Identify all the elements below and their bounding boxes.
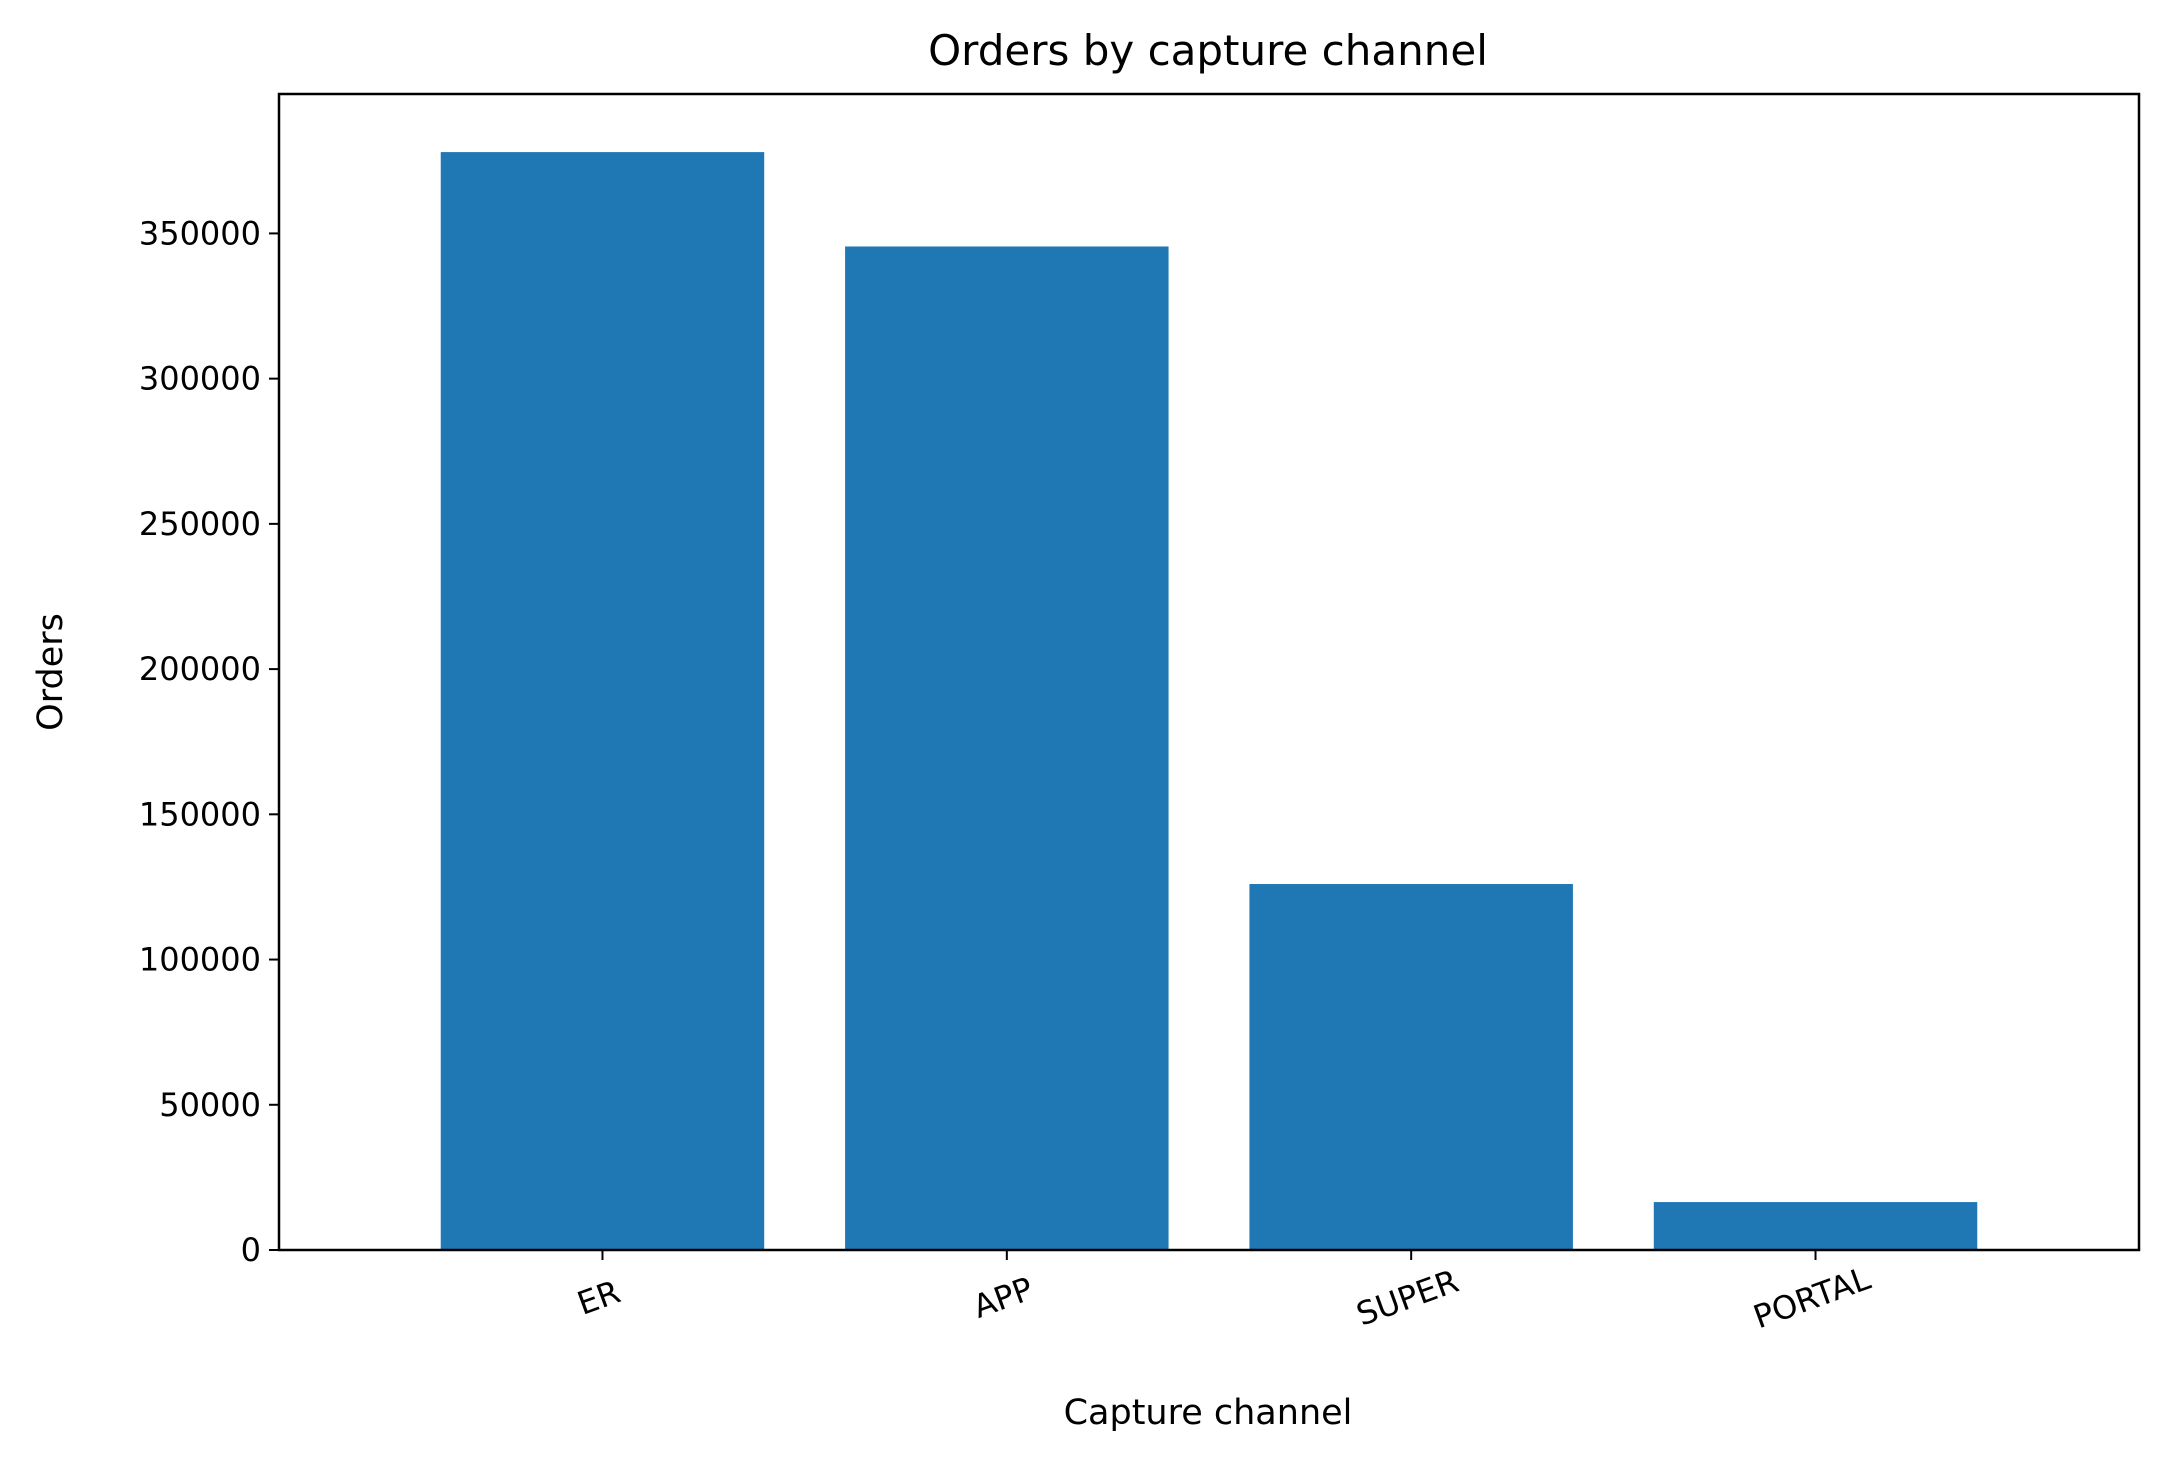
- y-tick-label: 200000: [139, 650, 261, 688]
- bar-portal: [1653, 1202, 1978, 1250]
- bar-super: [1249, 884, 1573, 1250]
- bar-er: [440, 152, 765, 1250]
- y-tick-label: 350000: [139, 214, 261, 252]
- y-axis-label: Orders: [31, 613, 71, 731]
- y-axis: 0 50000 100000 150000 200000 250000 300000 3500…: [139, 214, 279, 1269]
- bar-app: [845, 246, 1169, 1251]
- plot-frame: [277, 92, 2141, 1252]
- chart-title: Orders by capture channel: [928, 26, 1488, 75]
- y-tick-label: 0: [241, 1231, 261, 1269]
- y-tick-label: 250000: [139, 505, 261, 543]
- y-tick-label: 100000: [139, 941, 261, 979]
- x-axis-label: Capture channel: [1064, 1393, 1353, 1433]
- y-tick-label: 150000: [139, 795, 261, 833]
- y-tick-label: 300000: [139, 360, 261, 398]
- y-tick-label: 50000: [159, 1086, 261, 1124]
- bars-layer: [440, 152, 1978, 1251]
